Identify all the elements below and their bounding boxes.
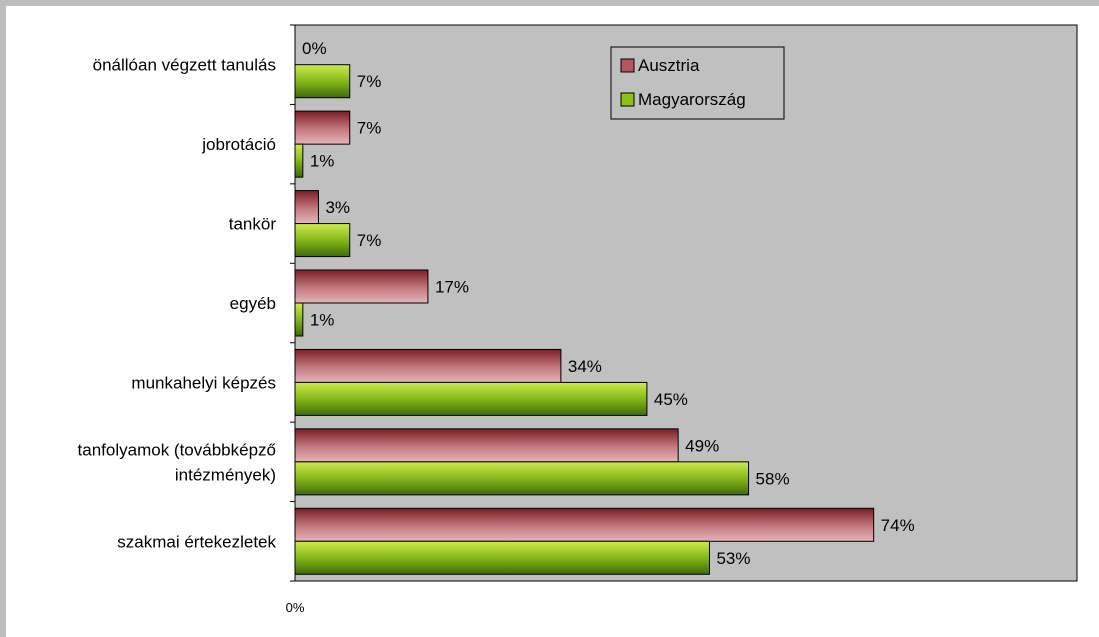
data-label-ausztria-tankor: 3%	[325, 198, 350, 217]
category-label-munkahelyi-kepzes: munkahelyi képzés	[131, 373, 276, 392]
data-label-ausztria-szakmai-ertekezletek: 74%	[881, 516, 915, 535]
data-label-magyarorszag-tankor: 7%	[357, 231, 382, 250]
legend-label-magyarorszag: Magyarország	[638, 90, 746, 109]
data-label-ausztria-jobrotacio: 7%	[357, 119, 382, 138]
data-label-ausztria-egyeb: 17%	[435, 278, 469, 297]
data-label-ausztria-onalloan-vegzett-tanulas: 0%	[302, 39, 327, 58]
legend-swatch-ausztria	[620, 58, 635, 73]
bar-magyarorszag-szakmai-ertekezletek	[294, 540, 710, 575]
category-label-onalloan-vegzett-tanulas: önállóan végzett tanulás	[93, 56, 276, 75]
bar-magyarorszag-tanfolyamok-tovabbkepzo-intezmenyek	[294, 461, 750, 496]
legend-swatch-magyarorszag	[620, 92, 635, 107]
data-label-magyarorszag-jobrotacio: 1%	[310, 152, 335, 171]
bar-ausztria-egyeb	[294, 269, 429, 304]
legend: Ausztria Magyarország	[610, 46, 785, 120]
x-tick-label: 0%	[286, 600, 305, 615]
category-label-tankor: tankör	[229, 215, 277, 234]
bar-ausztria-tankor	[294, 190, 319, 225]
legend-box	[610, 46, 785, 120]
bar-magyarorszag-tankor	[294, 223, 351, 258]
category-label-jobrotacio: jobrotáció	[201, 135, 276, 154]
data-label-ausztria-tanfolyamok-tovabbkepzo-intezmenyek: 49%	[685, 436, 719, 455]
bar-ausztria-szakmai-ertekezletek	[294, 507, 875, 542]
data-label-ausztria-munkahelyi-kepzes: 34%	[568, 357, 602, 376]
bar-ausztria-tanfolyamok-tovabbkepzo-intezmenyek	[294, 428, 679, 463]
category-label-egyeb: egyéb	[230, 294, 276, 313]
legend-label-ausztria: Ausztria	[638, 56, 700, 75]
bar-magyarorszag-jobrotacio	[294, 143, 304, 178]
data-label-magyarorszag-szakmai-ertekezletek: 53%	[716, 549, 750, 568]
bar-magyarorszag-egyeb	[294, 302, 304, 337]
category-label-szakmai-ertekezletek: szakmai értekezletek	[117, 532, 276, 551]
data-label-magyarorszag-egyeb: 1%	[310, 311, 335, 330]
bar-ausztria-munkahelyi-kepzes	[294, 348, 562, 383]
data-label-magyarorszag-onalloan-vegzett-tanulas: 7%	[357, 72, 382, 91]
data-label-magyarorszag-munkahelyi-kepzes: 45%	[654, 390, 688, 409]
bar-magyarorszag-munkahelyi-kepzes	[294, 381, 648, 416]
category-label-tanfolyamok-tovabbkepzo-intezmenyek: tanfolyamok (továbbképző intézmények)	[78, 440, 276, 484]
bar-magyarorszag-onalloan-vegzett-tanulas	[294, 64, 351, 99]
data-label-magyarorszag-tanfolyamok-tovabbkepzo-intezmenyek: 58%	[756, 469, 790, 488]
bar-ausztria-jobrotacio	[294, 110, 351, 145]
